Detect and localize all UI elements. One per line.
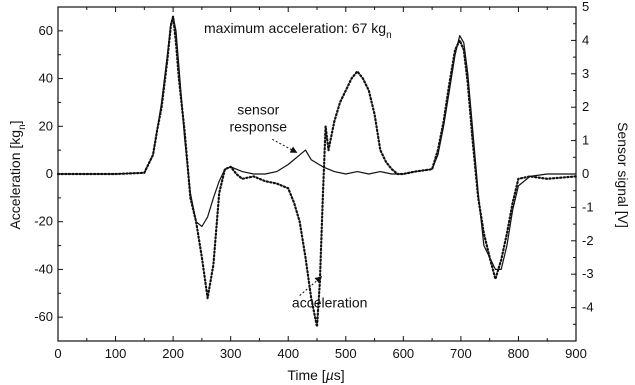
x-tick-label: 900 xyxy=(565,346,587,361)
annotation-1: acceleration xyxy=(292,295,368,311)
y-tick-label: -60 xyxy=(34,309,53,324)
y2-tick-label: 2 xyxy=(582,99,589,114)
x-tick-label: 700 xyxy=(450,346,472,361)
y2-tick-label: 3 xyxy=(582,66,589,81)
x-tick-label: 500 xyxy=(335,346,357,361)
x-tick-label: 0 xyxy=(54,346,61,361)
annotation-arrow xyxy=(299,276,323,296)
y-tick-label: 0 xyxy=(46,166,53,181)
annotation-line: response xyxy=(229,118,287,134)
y2-axis-label: Sensor signal [V] xyxy=(615,122,631,228)
x-tick-label: 100 xyxy=(105,346,127,361)
y-tick-label: -20 xyxy=(34,214,53,229)
x-tick-label: 300 xyxy=(220,346,242,361)
y-tick-label: 40 xyxy=(39,71,53,86)
series-line-acceleration xyxy=(56,15,578,328)
annotation-line: acceleration xyxy=(292,295,368,311)
plot-frame xyxy=(57,6,577,342)
y-tick-label: 60 xyxy=(39,23,53,38)
y2-tick-label: -4 xyxy=(582,300,594,315)
y-tick-label: 20 xyxy=(39,118,53,133)
y-tick-label: -40 xyxy=(34,261,53,276)
y2-tick-label: 4 xyxy=(582,32,589,47)
y2-tick-label: -3 xyxy=(582,266,594,281)
y2-tick-label: 0 xyxy=(582,166,589,181)
x-tick-label: 400 xyxy=(277,346,299,361)
y2-tick-label: 5 xyxy=(582,0,589,14)
chart-title: maximum acceleration: 67 kgn xyxy=(204,20,392,41)
series-line-sensor-response xyxy=(58,15,576,270)
annotation-line: sensor xyxy=(237,101,279,117)
y2-tick-label: -2 xyxy=(582,233,594,248)
x-tick-label: 600 xyxy=(392,346,414,361)
x-tick-label: 800 xyxy=(508,346,530,361)
x-axis-label: Time [µs] xyxy=(287,367,344,383)
annotation-arrow xyxy=(272,138,298,153)
y-axis-label: Acceleration [kgn] xyxy=(7,120,28,229)
x-tick-label: 200 xyxy=(162,346,184,361)
y2-tick-label: -1 xyxy=(582,199,594,214)
y2-tick-label: 1 xyxy=(582,133,589,148)
annotation-0: sensor response xyxy=(229,101,287,134)
